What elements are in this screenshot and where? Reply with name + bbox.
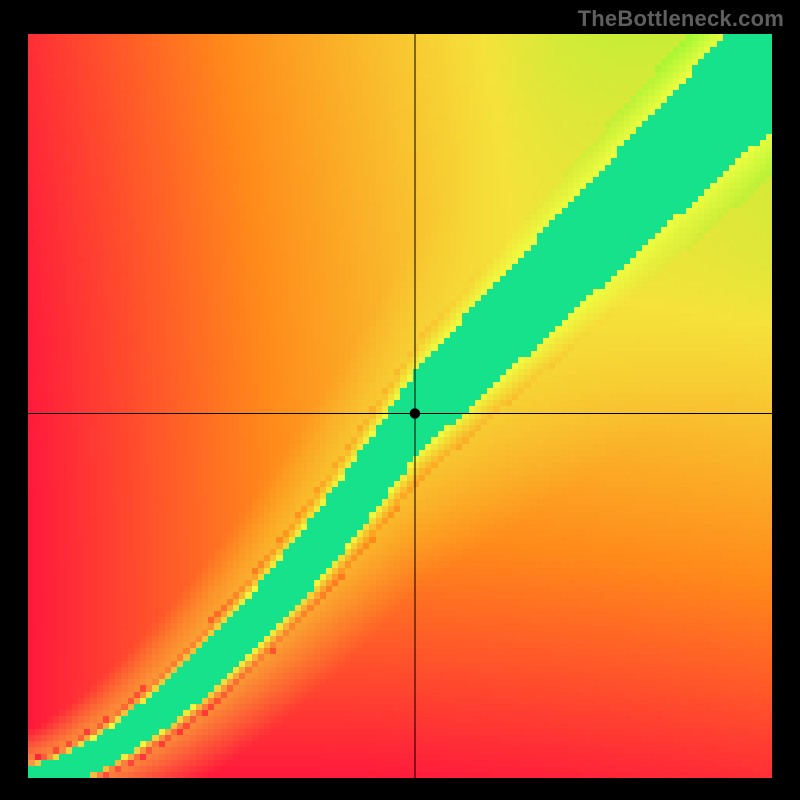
heatmap-canvas <box>28 34 772 778</box>
heatmap-plot <box>28 34 772 778</box>
watermark-text: TheBottleneck.com <box>578 6 784 32</box>
